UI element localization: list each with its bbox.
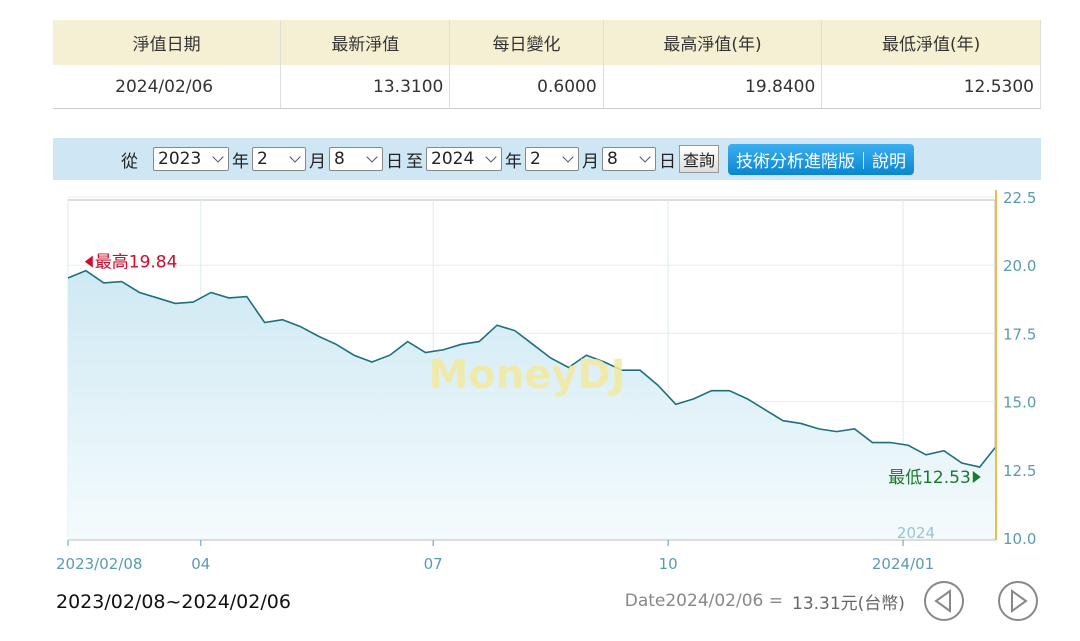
prev-icon: [934, 589, 951, 613]
label: 日: [659, 151, 676, 172]
select[interactable]: 8: [329, 147, 383, 171]
prev-button[interactable]: [924, 581, 964, 621]
query-button[interactable]: 查詢: [679, 145, 720, 173]
x-tick-label: 07: [424, 555, 443, 573]
y-tick-label: 10.0: [1003, 530, 1036, 548]
label: 年: [505, 151, 522, 172]
next-button[interactable]: [998, 581, 1038, 621]
select[interactable]: 8: [602, 147, 656, 171]
x-tick-label: 2024/01: [872, 555, 934, 573]
header-cell: 最低淨值(年): [821, 20, 1041, 65]
x-tick-label: 2023/02/08: [56, 555, 142, 573]
x-tick-label: 04: [191, 555, 210, 573]
select[interactable]: 2023: [153, 147, 229, 171]
y-tick-label: 15.0: [1003, 394, 1036, 412]
label: 日: [386, 151, 403, 172]
y-tick-label: 12.5: [1003, 462, 1036, 480]
annotation: 最高19.84: [95, 253, 178, 273]
advanced-button[interactable]: 技術分析進階版｜說明: [728, 143, 915, 175]
cell: 19.8400: [603, 65, 823, 109]
header-cell: 最新淨值: [280, 20, 451, 65]
date-form: 從 2023 年 2 月 8 日 至 2024 年 2 月 8 日 查詢 技術分…: [53, 138, 1041, 180]
value-text: 13.31元(台幣): [792, 594, 905, 614]
cell: 13.3100: [280, 65, 451, 109]
select[interactable]: 2: [252, 147, 306, 171]
cell: 2024/02/06: [53, 65, 282, 109]
annotation: 最低12.53: [888, 468, 971, 488]
label: 月: [582, 151, 599, 172]
header-cell: 每日變化: [449, 20, 604, 65]
select[interactable]: 2: [525, 147, 579, 171]
next-icon: [1011, 589, 1028, 613]
x-tick-label: 10: [659, 555, 678, 573]
annotation-arrow: [972, 470, 981, 483]
y-tick-label: 17.5: [1003, 325, 1036, 343]
cell: 12.5300: [821, 65, 1041, 109]
label: 年: [232, 151, 249, 172]
line: [67, 269, 996, 468]
y-tick-label: 20.0: [1003, 257, 1036, 275]
y-tick-label: 22.5: [1003, 189, 1036, 207]
area: [68, 270, 995, 538]
cell: 0.6000: [449, 65, 604, 109]
range-text: 2023/02/08~2024/02/06: [56, 591, 291, 613]
label: 月: [309, 151, 326, 172]
watermark: MoneyDJ: [428, 352, 625, 398]
select[interactable]: 2024: [426, 147, 502, 171]
header-cell: 淨值日期: [53, 20, 282, 65]
label: 從: [121, 151, 138, 172]
nav-table: 淨值日期 最新淨值 每日變化 最高淨值(年) 最低淨值(年) 2024/02/06 13.3…: [53, 20, 1041, 109]
year-mark: 2024: [897, 524, 935, 542]
date-text: Date2024/02/06 =: [625, 591, 783, 611]
header-cell: 最高淨值(年): [603, 20, 823, 65]
annotation-arrow: [84, 255, 93, 268]
label: 至: [406, 151, 423, 172]
